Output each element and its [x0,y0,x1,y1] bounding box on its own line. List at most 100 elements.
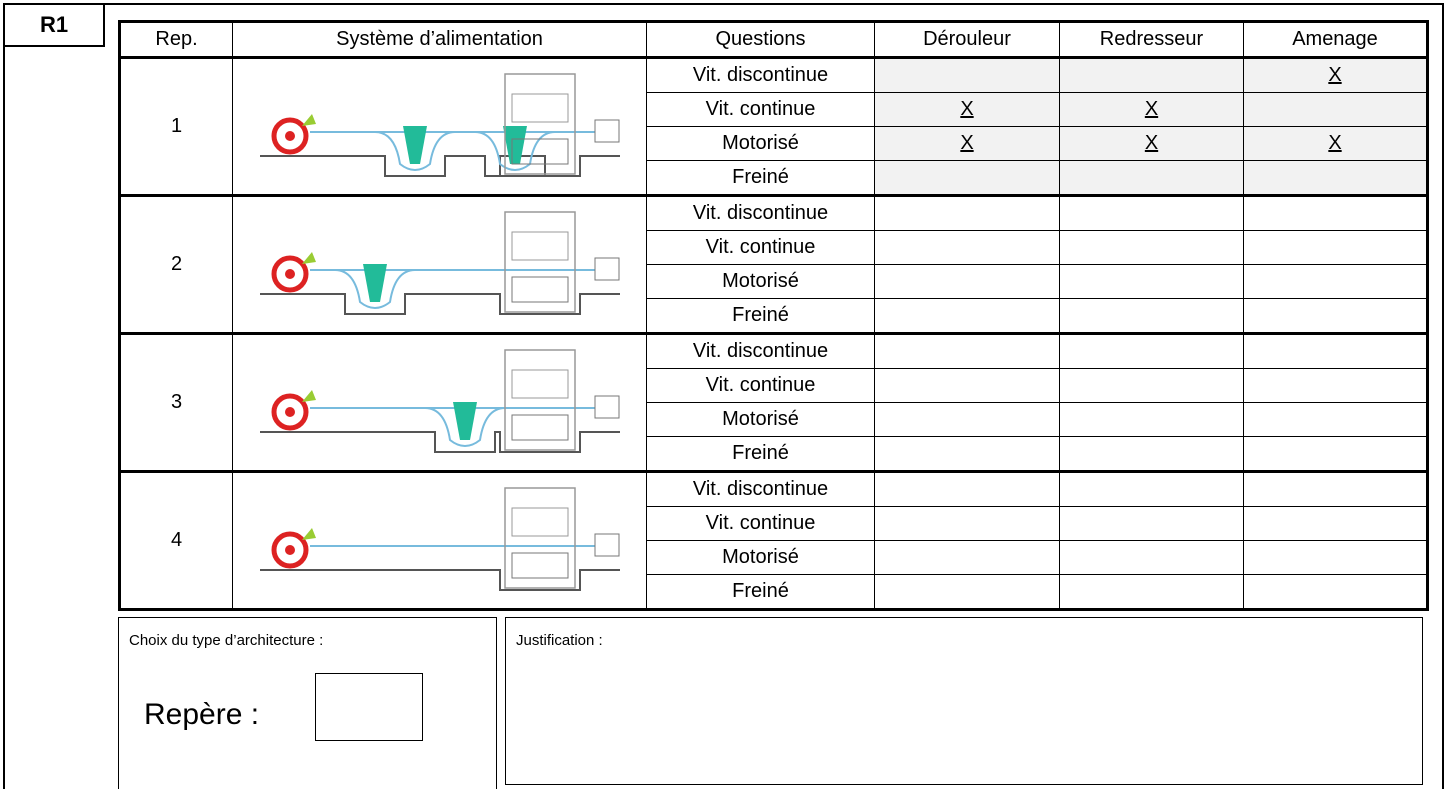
diagram-cell [232,470,647,610]
diagram-cell [232,332,647,472]
answer-cell[interactable]: X [874,126,1060,161]
rep-cell: 4 [119,470,233,610]
answer-cell[interactable] [1243,402,1428,437]
ground [259,568,620,591]
table-row: 1 Vit. discontinue X [119,56,1428,196]
frame [3,3,1444,789]
answer-cell[interactable] [1059,194,1244,231]
answer-input[interactable] [315,673,423,741]
answer-cell[interactable] [874,470,1060,507]
answer-cell[interactable]: X [1059,92,1244,127]
answer-cell[interactable]: X [1243,56,1428,93]
answer-cell[interactable] [874,540,1060,575]
press [503,348,576,451]
question-cell: Motorisé [646,264,875,299]
header-row: Rep. Système d’alimentation Questions Dérou… [119,21,1428,58]
answer-cell[interactable] [874,160,1060,196]
answer-mark: X [1144,98,1159,120]
table-row: Vit. continue [120,506,1428,541]
column-header: Rep. [119,21,233,58]
answer-cell[interactable] [1059,332,1244,369]
answer-cell[interactable] [874,574,1060,610]
answer-cell[interactable] [1059,402,1244,437]
answer-cell[interactable] [874,332,1060,369]
table-row: Freiné [120,160,1428,196]
answer-cell[interactable] [874,402,1060,437]
diagram-cell [232,56,647,196]
answer-mark: X [1328,132,1342,154]
answer-cell[interactable] [1059,56,1244,93]
answer-cell[interactable] [1059,230,1244,265]
answer-cell[interactable]: X [874,92,1060,127]
question-cell: Freiné [646,574,875,610]
loop [474,130,555,171]
answer-cell[interactable] [1243,298,1428,334]
system-diagram [259,348,620,453]
system-diagram [259,486,620,591]
answer-cell[interactable] [1243,230,1428,265]
answer-cell[interactable] [874,264,1060,299]
answer-cell[interactable] [1243,574,1428,610]
answer-cell[interactable] [1243,264,1428,299]
answer-cell[interactable] [1243,194,1428,231]
press [503,486,576,589]
answer-cell[interactable] [1243,92,1428,127]
column-header: Dérouleur [874,21,1060,58]
table-row: Motorisé [120,540,1428,575]
answer-cell[interactable] [874,194,1060,231]
answer-cell[interactable] [874,436,1060,472]
justification-box[interactable]: Justification : [505,617,1423,785]
reel-hub [284,406,295,417]
answer-cell[interactable] [1059,470,1244,507]
answer-cell[interactable]: X [1059,126,1244,161]
answer-cell[interactable] [1059,368,1244,403]
press [503,72,576,175]
press [503,210,576,313]
answer-cell[interactable] [1059,298,1244,334]
ground [259,292,620,315]
table-row: 4 Vit. discontinue [119,470,1428,610]
answer-cell[interactable] [1243,160,1428,196]
system-diagram [259,210,620,315]
question-cell: Vit. discontinue [646,194,875,231]
question-cell: Vit. discontinue [646,332,875,369]
answer-cell[interactable] [1059,506,1244,541]
answer-cell[interactable] [874,230,1060,265]
justification-label: Justification : [516,632,603,649]
answer-cell[interactable] [1243,470,1428,507]
answer-cell[interactable]: X [1243,126,1428,161]
press-ram [511,231,568,260]
question-cell: Motorisé [646,126,875,161]
answer-cell[interactable] [1059,436,1244,472]
loop [374,130,455,171]
answer-cell[interactable] [1243,332,1428,369]
answer-cell[interactable] [1243,436,1428,472]
answer-cell[interactable] [874,368,1060,403]
answer-cell[interactable] [874,298,1060,334]
straightener [301,389,316,402]
answer-cell[interactable] [1243,506,1428,541]
answer-cell[interactable] [1059,160,1244,196]
rep-cell: 1 [119,56,233,196]
answer-mark: X [960,132,974,154]
answer-cell[interactable] [1059,264,1244,299]
choice-box: Choix du type d’architecture : Repère : [118,617,497,789]
reel-hub [284,268,295,279]
press-ram [511,369,568,398]
table-row: Motorisé [120,402,1428,437]
answer-cell[interactable] [1243,368,1428,403]
answer-cell[interactable] [1059,574,1244,610]
output-box [594,533,619,556]
answer-cell[interactable] [1059,540,1244,575]
answer-cell[interactable] [874,506,1060,541]
table-row: Freiné [120,574,1428,610]
press-die [511,138,568,164]
question-cell: Vit. continue [646,368,875,403]
answer-cell[interactable] [874,56,1060,93]
question-cell: Vit. discontinue [646,470,875,507]
reel-hub [284,130,295,141]
table-row: 2 Vit. discontinue [119,194,1428,334]
answer-cell[interactable] [1243,540,1428,575]
answer-mark: X [1328,64,1342,86]
